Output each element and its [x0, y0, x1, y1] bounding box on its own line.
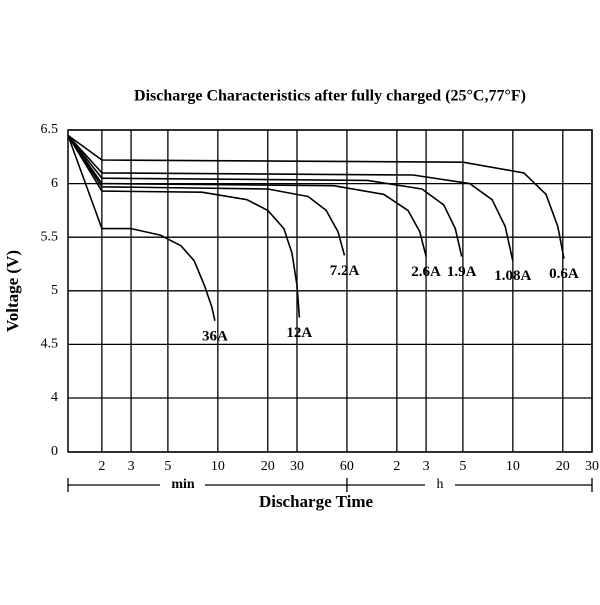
series-label: 1.9A [447, 264, 477, 280]
x-tick-label: 30 [585, 459, 599, 474]
x-tick-label: 5 [164, 459, 171, 474]
y-tick-label: 0 [51, 444, 58, 459]
y-tick-label: 5 [51, 283, 58, 298]
series-line [67, 135, 216, 321]
series-line [67, 134, 463, 257]
x-tick-label: 20 [261, 459, 275, 474]
chart-title: Discharge Characteristics after fully ch… [134, 88, 526, 105]
x-tick-label: 2 [98, 459, 105, 474]
series-label: 36A [202, 328, 228, 344]
x-axis-label: Discharge Time [259, 492, 374, 511]
y-axis-label: Voltage (V) [3, 250, 22, 332]
annotation: min [171, 477, 195, 492]
x-tick-label: 30 [290, 459, 304, 474]
x-tick-label: 2 [393, 459, 400, 474]
series-label: 1.08A [494, 268, 531, 284]
y-tick-label: 6.5 [41, 122, 59, 137]
series-line [67, 134, 346, 256]
y-tick-label: 4 [51, 390, 58, 405]
series-label: 2.6A [411, 264, 441, 280]
series-label: 12A [286, 325, 312, 341]
series-label: 0.6A [549, 266, 579, 282]
x-tick-label: 10 [506, 459, 520, 474]
series-line [67, 134, 301, 318]
y-tick-label: 6 [51, 176, 58, 191]
x-tick-label: 3 [423, 459, 430, 474]
series-line [67, 134, 514, 261]
series-line [67, 134, 427, 257]
series-line [67, 134, 565, 259]
x-tick-label: 20 [556, 459, 570, 474]
x-tick-label: 5 [459, 459, 466, 474]
x-tick-label: 60 [340, 459, 354, 474]
annotation: h [437, 477, 444, 492]
y-tick-label: 5.5 [41, 229, 59, 244]
series-label: 7.2A [330, 263, 360, 279]
y-tick-label: 4.5 [41, 337, 59, 352]
x-tick-label: 3 [128, 459, 135, 474]
x-tick-label: 10 [211, 459, 225, 474]
